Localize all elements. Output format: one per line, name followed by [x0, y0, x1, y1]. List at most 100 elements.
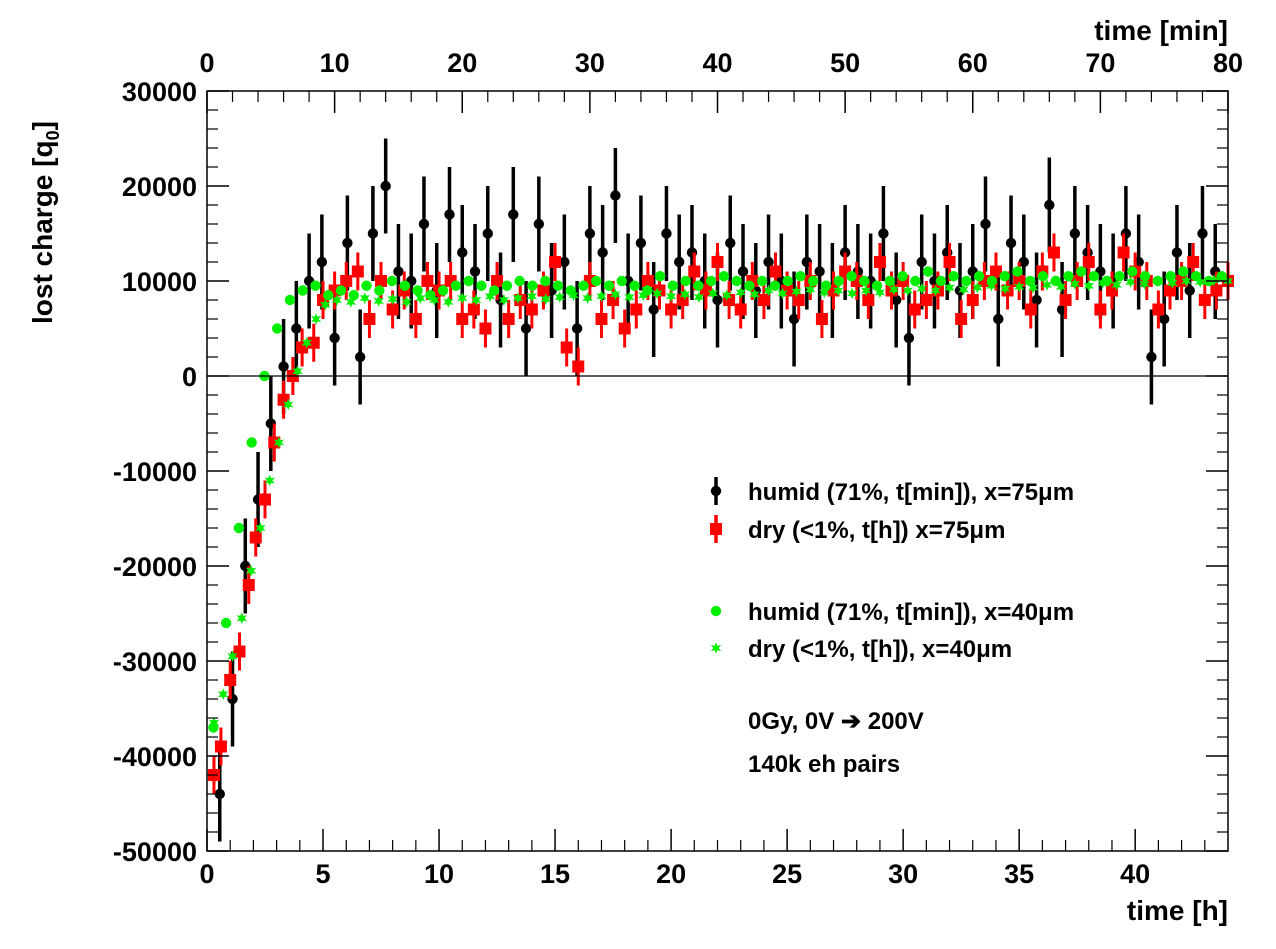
data-point [484, 290, 496, 303]
data-point [354, 351, 366, 363]
data-point [443, 295, 454, 308]
data-point [1197, 228, 1208, 239]
data-point [955, 313, 968, 325]
data-point [1027, 281, 1039, 294]
data-point [572, 360, 585, 373]
data-point [1167, 276, 1178, 289]
data-point [1146, 351, 1157, 363]
data-point [814, 266, 825, 277]
data-point [888, 283, 900, 296]
data-point [1139, 271, 1151, 282]
x2-tick-label: 40 [702, 48, 732, 78]
data-point [1163, 284, 1176, 297]
data-point [568, 289, 579, 302]
data-point [749, 288, 760, 301]
x-tick-label: 30 [888, 859, 918, 889]
data-point [1127, 266, 1138, 277]
y-axis-title-suffix: ] [27, 121, 58, 130]
data-point [264, 474, 275, 487]
data-point [1018, 256, 1029, 268]
data-point [1198, 294, 1211, 306]
y-tick-label: 0 [182, 362, 197, 392]
legend-marker [710, 523, 722, 535]
data-point [363, 313, 376, 325]
data-point [603, 280, 615, 291]
data-point [777, 287, 788, 300]
data-point [916, 256, 927, 268]
data-point [908, 303, 921, 316]
data-point [533, 218, 545, 230]
data-point [763, 284, 774, 297]
data-point [273, 436, 285, 449]
data-point [297, 285, 308, 296]
data-point [409, 313, 422, 325]
x2-tick-label: 30 [575, 48, 605, 78]
data-point [301, 336, 312, 349]
data-point [278, 361, 289, 372]
data-point [805, 283, 816, 296]
data-point [578, 280, 589, 291]
data-point [479, 322, 492, 335]
data-point [1153, 275, 1164, 287]
data-point [1158, 313, 1170, 325]
data-point [725, 237, 736, 249]
data-point [540, 275, 551, 287]
data-point [559, 256, 570, 268]
series-2 [208, 266, 1227, 733]
data-point [340, 275, 353, 287]
data-point [903, 332, 915, 344]
data-point [450, 280, 462, 291]
data-point [1055, 280, 1067, 293]
axes-layer: -50000-40000-30000-20000-100000100002000… [113, 48, 1243, 889]
data-point [335, 285, 347, 296]
data-point [218, 688, 229, 701]
data-point [1171, 247, 1183, 258]
data-point [820, 280, 832, 291]
data-point [291, 323, 302, 334]
data-point [693, 291, 705, 304]
data-point [498, 294, 510, 306]
x-tick-label: 5 [316, 859, 331, 889]
data-point [757, 294, 770, 306]
data-point [679, 288, 691, 301]
data-point [935, 275, 947, 287]
data-point [693, 280, 704, 291]
data-point [846, 287, 858, 300]
data-point [966, 294, 979, 306]
y-axis-title: lost charge [q0] [27, 121, 63, 324]
data-point [792, 294, 805, 306]
data-point [1152, 303, 1165, 316]
data-point [1063, 271, 1074, 282]
x-tick-label: 35 [1004, 859, 1034, 889]
data-point [463, 275, 474, 287]
data-point [1082, 256, 1095, 268]
data-point [873, 256, 886, 268]
data-point [214, 788, 225, 800]
data-point [444, 209, 455, 220]
y-tick-label: 20000 [122, 172, 197, 202]
data-point [973, 271, 985, 282]
legend-item: humid (71%, t[min]), x=40μm [710, 599, 1074, 626]
data-point [457, 292, 468, 305]
x2-axis-title: time [min] [1094, 15, 1228, 46]
data-point [236, 612, 247, 625]
data-point [1088, 271, 1100, 282]
x-tick-label: 40 [1120, 859, 1150, 889]
data-point [930, 284, 941, 297]
data-point [482, 228, 493, 239]
legend-label: dry (<1%, t[h]) x=75μm [748, 517, 1005, 544]
x-tick-label: 25 [772, 859, 802, 889]
data-point [367, 228, 379, 239]
data-point [374, 285, 385, 296]
data-point [1047, 246, 1060, 259]
legend-label: humid (71%, t[min]), x=40μm [748, 599, 1074, 626]
data-point [1195, 275, 1206, 288]
data-point [846, 271, 857, 282]
data-point [214, 740, 227, 753]
data-point [220, 617, 232, 629]
data-point [307, 336, 320, 349]
data-point [944, 281, 955, 294]
x2-tick-label: 60 [958, 48, 988, 78]
data-point [1184, 285, 1195, 296]
